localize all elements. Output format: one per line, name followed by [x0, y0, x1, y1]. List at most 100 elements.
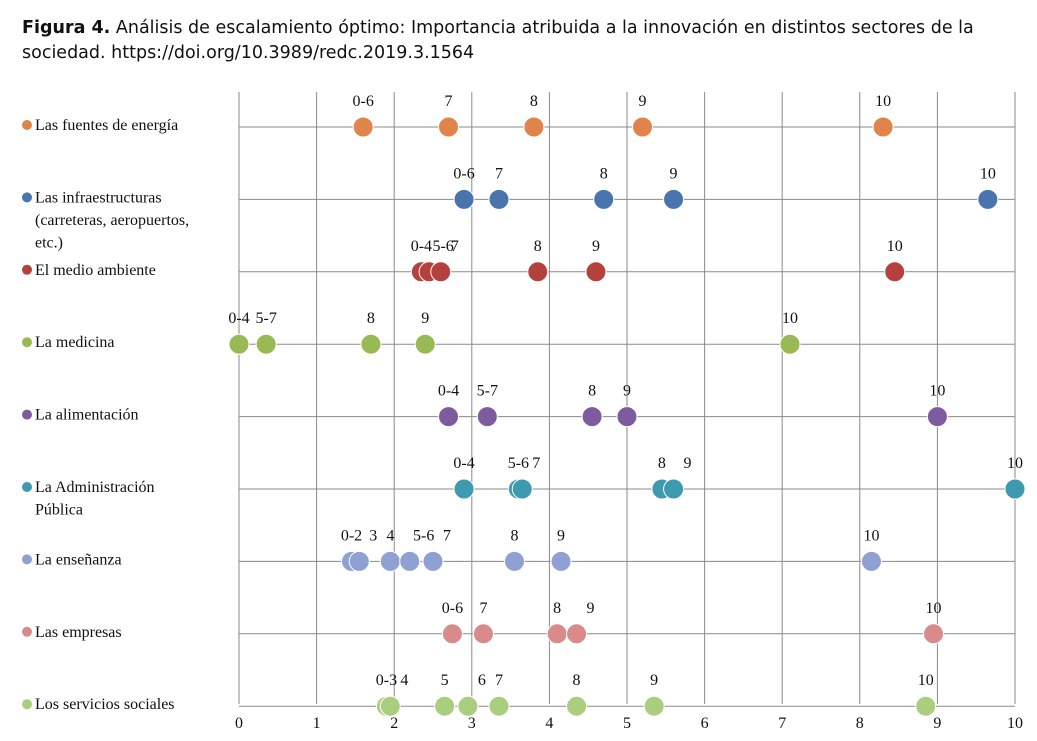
data-point: [872, 116, 894, 138]
data-point: [399, 550, 421, 572]
data-point-label: 5-7: [477, 383, 498, 400]
row-label-line: La Administración: [35, 479, 155, 496]
row-label-line: La enseñanza: [35, 551, 122, 568]
data-point-label: 0-6: [352, 93, 373, 110]
row-label: La enseñanza: [35, 551, 122, 568]
data-point: [779, 333, 801, 355]
data-point-label: 9: [592, 238, 600, 255]
data-point-label: 4: [386, 527, 394, 544]
data-point-label: 8: [573, 672, 581, 689]
row-label-line: Las fuentes de energía: [35, 117, 178, 134]
row-legend-marker: [22, 626, 32, 637]
row-legend-marker: [22, 120, 32, 130]
row-label: Las fuentes de energía: [35, 117, 178, 134]
row-legend-marker: [22, 409, 32, 420]
data-point-label: 0-4: [411, 238, 432, 255]
data-point-label: 8: [588, 383, 596, 400]
row-label: Las empresas: [35, 624, 122, 641]
data-point: [360, 333, 382, 355]
data-point-label: 4: [400, 672, 408, 689]
data-point: [1004, 478, 1026, 500]
row-label: El medio ambiente: [35, 262, 156, 279]
data-point: [632, 116, 654, 138]
data-point-label: 9: [623, 383, 631, 400]
row-legend-marker: [22, 554, 32, 565]
data-point-label: 5-7: [255, 310, 276, 327]
data-point-label: 8: [658, 455, 666, 472]
data-point-label: 7: [532, 455, 540, 472]
data-point: [472, 623, 494, 645]
row-legend-marker: [22, 337, 32, 348]
row-legend-marker: [22, 264, 32, 275]
data-point: [228, 333, 250, 355]
x-tick-label: 2: [390, 715, 398, 732]
row-label: La medicina: [35, 334, 115, 351]
row-label-line: etc.): [35, 234, 63, 251]
chart-grid: [238, 92, 1016, 707]
data-point: [923, 623, 945, 645]
data-point-label: 5-6: [508, 455, 529, 472]
data-point-label: 5-6: [413, 527, 434, 544]
data-point: [977, 188, 999, 210]
data-point: [566, 623, 588, 645]
data-point: [585, 261, 607, 283]
data-point-label: 9: [639, 93, 647, 110]
x-tick-label: 4: [545, 715, 553, 732]
row-label-line: (carreteras, aeropuertos,: [35, 212, 189, 229]
data-point: [643, 695, 665, 717]
data-point: [926, 406, 948, 428]
data-point-label: 7: [495, 165, 503, 182]
data-point: [511, 478, 533, 500]
data-point: [457, 695, 479, 717]
data-point: [438, 406, 460, 428]
row-label: La Administración Pública: [35, 479, 155, 519]
data-point-label: 8: [534, 238, 542, 255]
data-point-label: 0-6: [453, 165, 474, 182]
data-point-label: 0-6: [442, 600, 463, 617]
data-point-label: 10: [1007, 455, 1023, 472]
data-point-label: 9: [421, 310, 429, 327]
x-tick-label: 5: [623, 715, 631, 732]
data-point-label: 9: [684, 455, 692, 472]
data-point: [348, 550, 370, 572]
data-point-label: 0-2: [341, 527, 362, 544]
data-point-label: 9: [650, 672, 658, 689]
data-point: [616, 406, 638, 428]
data-point-label: 0-3: [376, 672, 397, 689]
data-point-label: 9: [670, 165, 678, 182]
data-point: [352, 116, 374, 138]
data-point: [503, 550, 525, 572]
data-point: [523, 116, 545, 138]
data-point: [430, 261, 452, 283]
row-label-line: La medicina: [35, 334, 115, 351]
data-point: [441, 623, 463, 645]
caption-text: Análisis de escalamiento óptimo: Importa…: [22, 18, 974, 63]
data-point: [527, 261, 549, 283]
data-point-label: 10: [782, 310, 798, 327]
row-label-line: Pública: [35, 502, 83, 519]
row-legend-marker: [22, 482, 32, 492]
data-point-label: 9: [557, 527, 565, 544]
data-point: [581, 406, 603, 428]
row-legend-marker: [22, 699, 32, 710]
data-point: [255, 333, 277, 355]
data-point-label: 10: [918, 672, 934, 689]
data-point-label: 8: [510, 527, 518, 544]
data-point-label: 10: [875, 93, 891, 110]
x-tick-label: 3: [468, 715, 476, 732]
x-axis-ticks: 0 1 2 3 4 5 6 7 8 9 10: [235, 715, 1023, 732]
data-point: [884, 261, 906, 283]
x-tick-label: 6: [701, 715, 709, 732]
data-point-label: 7: [451, 238, 459, 255]
data-point: [860, 550, 882, 572]
data-point-label: 9: [587, 600, 595, 617]
data-point: [379, 550, 401, 572]
data-point-label: 8: [600, 165, 608, 182]
data-point: [453, 188, 475, 210]
data-point-label: 7: [495, 672, 503, 689]
data-point-label: 3: [369, 527, 377, 544]
row-label-line: Las infraestructuras: [35, 189, 162, 206]
data-point-label: 10: [926, 600, 942, 617]
data-point: [434, 695, 456, 717]
x-tick-label: 9: [933, 715, 941, 732]
